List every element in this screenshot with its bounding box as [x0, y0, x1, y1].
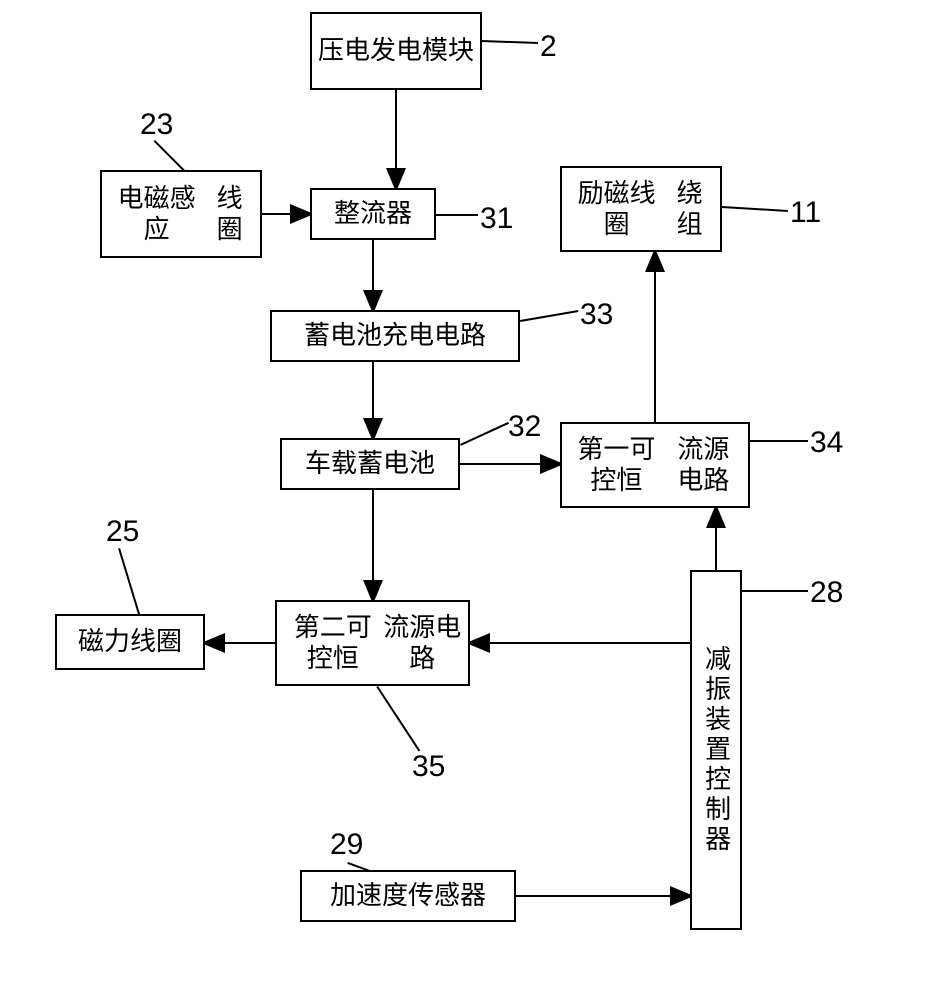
- leader-line: [722, 206, 788, 212]
- leader-line: [118, 548, 140, 615]
- leader-line: [742, 590, 808, 592]
- leader-line: [436, 214, 478, 216]
- leader-line: [520, 310, 578, 322]
- label-l28: 28: [810, 576, 843, 610]
- leader-line: [376, 686, 420, 751]
- label-l31: 31: [480, 202, 513, 236]
- label-l32: 32: [508, 410, 541, 444]
- node-n32: 车载蓄电池: [280, 438, 460, 490]
- label-l29: 29: [330, 828, 363, 862]
- node-n25: 磁力线圈: [55, 614, 205, 670]
- label-l35: 35: [412, 750, 445, 784]
- label-l33: 33: [580, 298, 613, 332]
- leader-line: [482, 40, 538, 44]
- node-n35: 第二可控恒流源电路: [275, 600, 470, 686]
- leader-line: [154, 140, 185, 171]
- node-n31: 整流器: [310, 188, 436, 240]
- leader-line: [750, 440, 808, 442]
- node-n2: 压电发电模块: [310, 12, 482, 90]
- node-n29: 加速度传感器: [300, 870, 516, 922]
- label-l25: 25: [106, 515, 139, 549]
- label-l2: 2: [540, 30, 557, 64]
- node-n11: 励磁线圈绕组: [560, 166, 722, 252]
- node-n33: 蓄电池充电电路: [270, 310, 520, 362]
- label-l23: 23: [140, 108, 173, 142]
- label-l34: 34: [810, 426, 843, 460]
- node-n23: 电磁感应线圈: [100, 170, 262, 258]
- arrow-layer: [0, 0, 930, 1000]
- leader-line: [460, 422, 509, 446]
- node-n28: 减振装置控制器: [690, 570, 742, 930]
- node-n34: 第一可控恒流源电路: [560, 422, 750, 508]
- label-l11: 11: [790, 196, 821, 230]
